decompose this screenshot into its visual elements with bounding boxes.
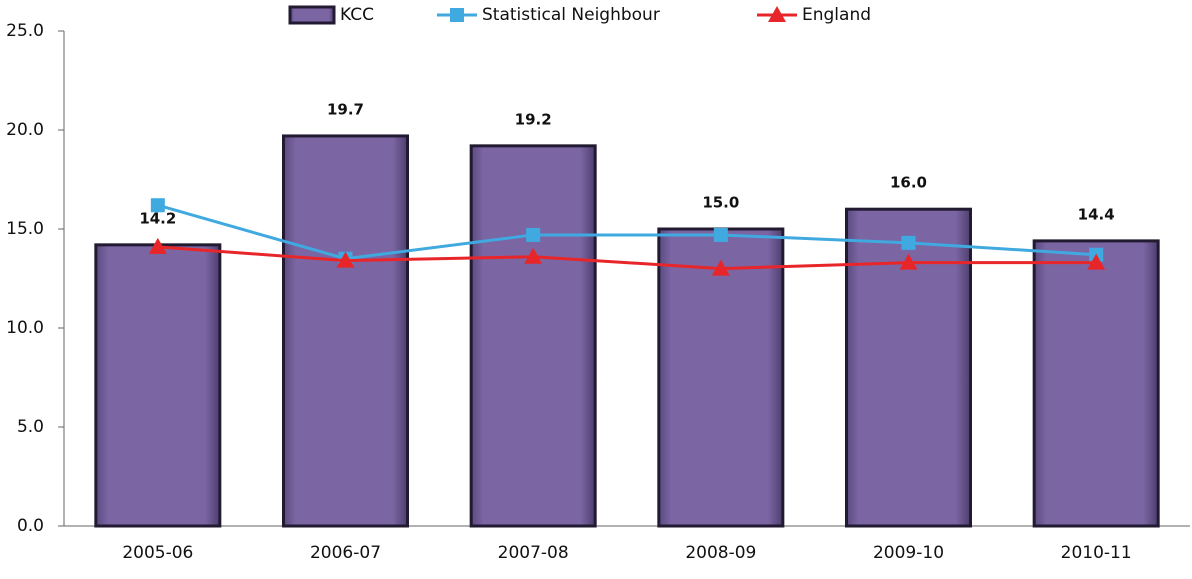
legend-label: KCC — [340, 5, 374, 25]
marker — [524, 247, 543, 264]
marker — [899, 253, 918, 270]
value-label: 16.0 — [890, 174, 927, 192]
value-label: 14.4 — [1078, 205, 1115, 223]
value-label: 15.0 — [702, 194, 739, 212]
x-tick-label: 2005-06 — [122, 543, 193, 563]
marker — [150, 198, 165, 213]
bar — [282, 134, 409, 528]
marker — [336, 251, 355, 268]
x-tick-label: 2008-09 — [685, 543, 756, 563]
legend-label: Statistical Neighbour — [482, 5, 660, 25]
bar — [1032, 239, 1160, 528]
line — [157, 203, 1097, 261]
bar — [469, 144, 597, 528]
x-tick-label: 2006-07 — [310, 543, 381, 563]
legend-marker — [450, 8, 464, 22]
x-tick-label: 2009-10 — [873, 543, 944, 563]
marker — [901, 235, 916, 250]
x-tick-label: 2007-08 — [498, 543, 569, 563]
marker — [711, 259, 730, 276]
y-tick-label: 5.0 — [17, 417, 44, 437]
value-label: 19.7 — [327, 100, 364, 118]
y-tick-label: 25.0 — [6, 21, 44, 41]
y-tick-label: 20.0 — [6, 120, 44, 140]
x-tick-label: 2010-11 — [1061, 543, 1132, 563]
value-label: 19.2 — [515, 110, 552, 128]
marker — [1087, 253, 1106, 270]
marker — [148, 237, 167, 254]
line — [157, 245, 1097, 271]
value-label: 14.2 — [139, 209, 176, 227]
marker — [713, 227, 728, 242]
y-tick-label: 0.0 — [17, 516, 44, 536]
y-tick-label: 10.0 — [6, 318, 44, 338]
bar — [94, 243, 222, 528]
y-tick-label: 15.0 — [6, 219, 44, 239]
marker — [526, 227, 541, 242]
legend-label: England — [802, 5, 871, 25]
legend-marker — [768, 6, 786, 22]
legend-swatch — [288, 5, 336, 25]
